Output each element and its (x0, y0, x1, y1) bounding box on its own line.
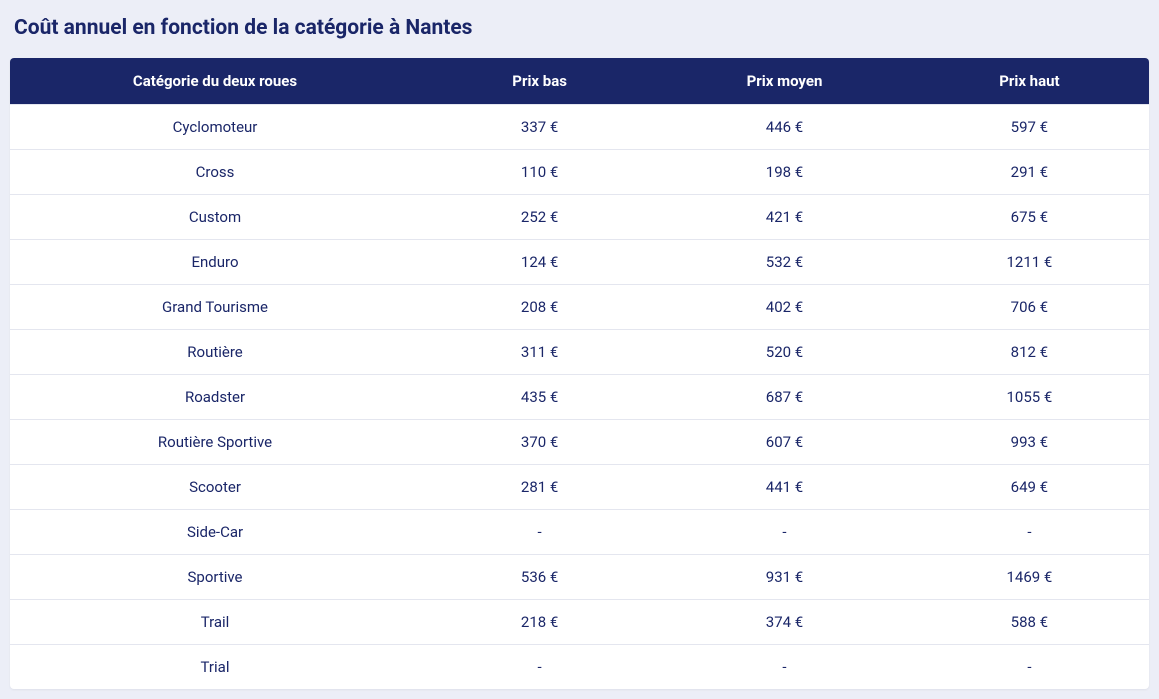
cell-category: Enduro (10, 240, 420, 285)
cell-mid: 198 € (659, 150, 910, 195)
cell-high: 706 € (910, 285, 1149, 330)
cell-category: Grand Tourisme (10, 285, 420, 330)
cell-high: 1211 € (910, 240, 1149, 285)
column-header-mid: Prix moyen (659, 58, 910, 105)
table-row: Routière 311 € 520 € 812 € (10, 330, 1149, 375)
cell-mid: 374 € (659, 600, 910, 645)
cell-high: 649 € (910, 465, 1149, 510)
cell-low: - (420, 510, 659, 555)
cell-high: 597 € (910, 105, 1149, 150)
cell-mid: - (659, 510, 910, 555)
cell-mid: 687 € (659, 375, 910, 420)
column-header-low: Prix bas (420, 58, 659, 105)
cell-high: 1469 € (910, 555, 1149, 600)
cell-mid: 441 € (659, 465, 910, 510)
cell-category: Scooter (10, 465, 420, 510)
cell-category: Sportive (10, 555, 420, 600)
cell-category: Cyclomoteur (10, 105, 420, 150)
cell-mid: 607 € (659, 420, 910, 465)
cell-mid: 421 € (659, 195, 910, 240)
cell-low: 110 € (420, 150, 659, 195)
table-row: Scooter 281 € 441 € 649 € (10, 465, 1149, 510)
cell-low: 370 € (420, 420, 659, 465)
cell-category: Custom (10, 195, 420, 240)
cell-category: Trial (10, 645, 420, 690)
cell-low: - (420, 645, 659, 690)
cell-high: 675 € (910, 195, 1149, 240)
page-title: Coût annuel en fonction de la catégorie … (14, 16, 1149, 40)
cell-high: 588 € (910, 600, 1149, 645)
table-header-row: Catégorie du deux roues Prix bas Prix mo… (10, 58, 1149, 105)
table-row: Trail 218 € 374 € 588 € (10, 600, 1149, 645)
cell-high: 812 € (910, 330, 1149, 375)
cell-low: 252 € (420, 195, 659, 240)
table-body: Cyclomoteur 337 € 446 € 597 € Cross 110 … (10, 105, 1149, 690)
pricing-table-container: Catégorie du deux roues Prix bas Prix mo… (10, 58, 1149, 689)
table-row: Custom 252 € 421 € 675 € (10, 195, 1149, 240)
table-row: Sportive 536 € 931 € 1469 € (10, 555, 1149, 600)
cell-low: 337 € (420, 105, 659, 150)
cell-low: 218 € (420, 600, 659, 645)
cell-category: Roadster (10, 375, 420, 420)
cell-low: 208 € (420, 285, 659, 330)
table-row: Enduro 124 € 532 € 1211 € (10, 240, 1149, 285)
cell-mid: 446 € (659, 105, 910, 150)
cell-high: 993 € (910, 420, 1149, 465)
pricing-table: Catégorie du deux roues Prix bas Prix mo… (10, 58, 1149, 689)
table-row: Side-Car - - - (10, 510, 1149, 555)
cell-high: 1055 € (910, 375, 1149, 420)
cell-mid: 931 € (659, 555, 910, 600)
cell-mid: 402 € (659, 285, 910, 330)
cell-high: - (910, 510, 1149, 555)
column-header-category: Catégorie du deux roues (10, 58, 420, 105)
cell-category: Side-Car (10, 510, 420, 555)
cell-high: - (910, 645, 1149, 690)
cell-category: Trail (10, 600, 420, 645)
column-header-high: Prix haut (910, 58, 1149, 105)
table-row: Grand Tourisme 208 € 402 € 706 € (10, 285, 1149, 330)
cell-low: 536 € (420, 555, 659, 600)
table-row: Cross 110 € 198 € 291 € (10, 150, 1149, 195)
cell-low: 311 € (420, 330, 659, 375)
cell-high: 291 € (910, 150, 1149, 195)
cell-low: 435 € (420, 375, 659, 420)
cell-low: 281 € (420, 465, 659, 510)
table-row: Roadster 435 € 687 € 1055 € (10, 375, 1149, 420)
table-row: Trial - - - (10, 645, 1149, 690)
cell-category: Cross (10, 150, 420, 195)
cell-category: Routière Sportive (10, 420, 420, 465)
cell-low: 124 € (420, 240, 659, 285)
cell-mid: 520 € (659, 330, 910, 375)
table-row: Routière Sportive 370 € 607 € 993 € (10, 420, 1149, 465)
cell-mid: 532 € (659, 240, 910, 285)
cell-mid: - (659, 645, 910, 690)
cell-category: Routière (10, 330, 420, 375)
table-row: Cyclomoteur 337 € 446 € 597 € (10, 105, 1149, 150)
